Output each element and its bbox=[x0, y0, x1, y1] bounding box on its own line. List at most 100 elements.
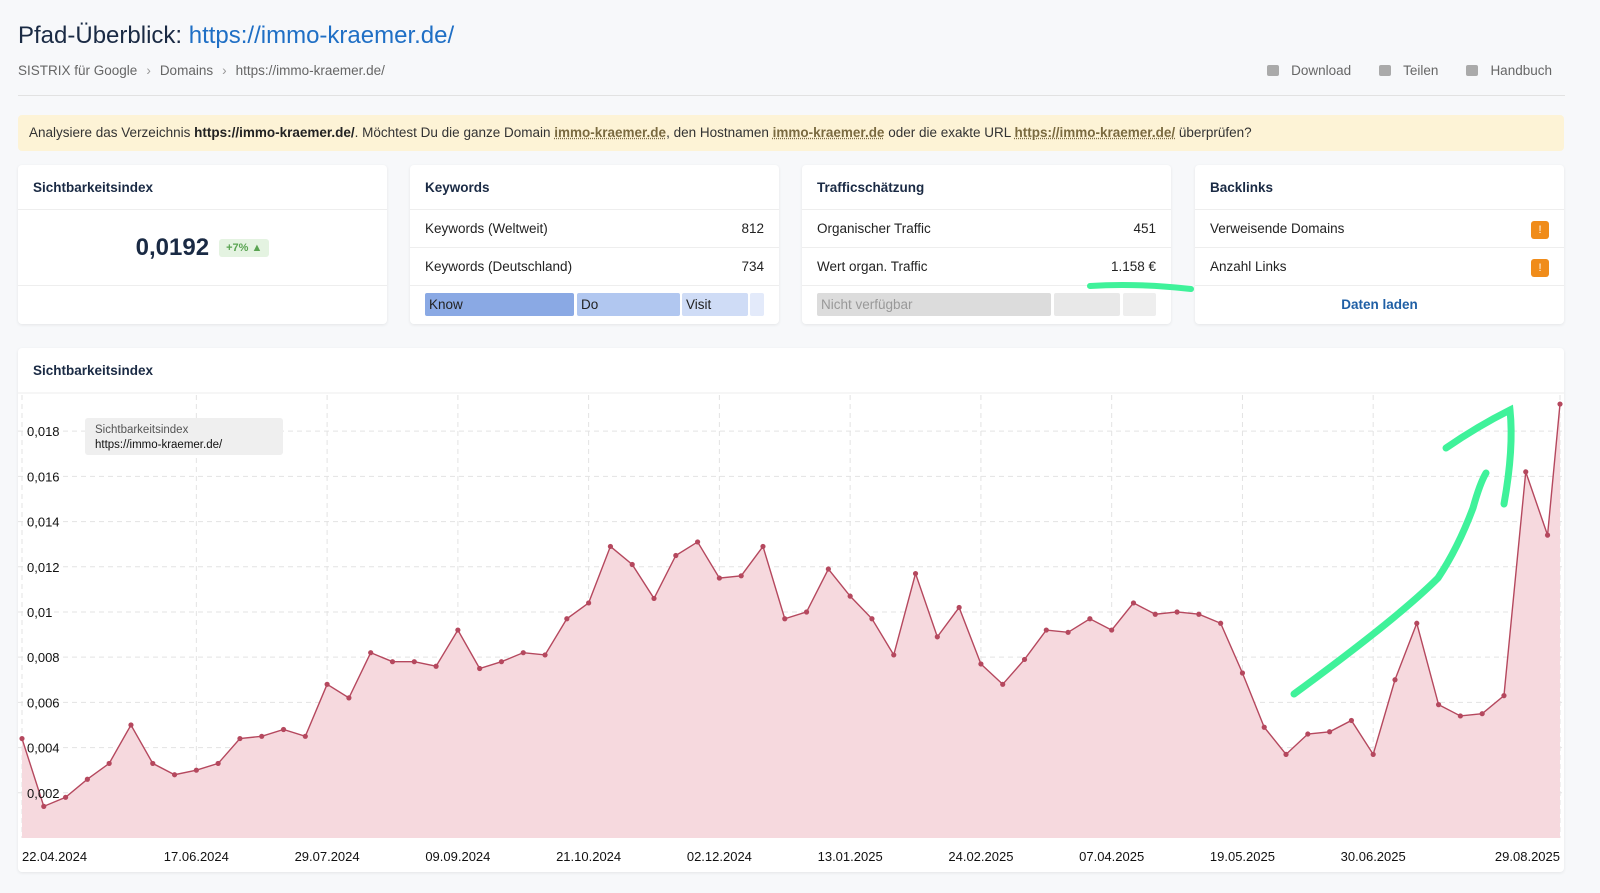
intent-visit: Visit bbox=[682, 293, 748, 316]
x-tick-label: 13.01.2025 bbox=[818, 849, 883, 864]
keywords-card: Keywords Keywords (Weltweit) 812 Keywords… bbox=[410, 165, 779, 324]
y-tick-label: 0,006 bbox=[27, 695, 60, 710]
x-tick-label: 21.10.2024 bbox=[556, 849, 621, 864]
point bbox=[1305, 731, 1311, 737]
arrow-shaft bbox=[1290, 469, 1490, 698]
point bbox=[433, 663, 439, 669]
card-title: Sichtbarkeitsindex bbox=[18, 165, 387, 210]
point bbox=[869, 616, 875, 622]
point bbox=[1457, 713, 1463, 719]
y-tick-label: 0,016 bbox=[27, 469, 60, 484]
point bbox=[782, 616, 788, 622]
x-tick-label: 19.05.2025 bbox=[1210, 849, 1275, 864]
download[interactable]: Download bbox=[1267, 63, 1351, 78]
point bbox=[694, 539, 701, 545]
divider bbox=[18, 95, 1565, 96]
point bbox=[84, 776, 90, 782]
point bbox=[455, 627, 461, 633]
point bbox=[1261, 724, 1267, 730]
point bbox=[128, 722, 134, 728]
point bbox=[62, 794, 69, 800]
page-title: Pfad-Überblick: https://immo-kraemer.de/ bbox=[18, 22, 454, 50]
point bbox=[673, 552, 679, 559]
manual[interactable]: Handbuch bbox=[1466, 63, 1552, 78]
point bbox=[847, 593, 853, 599]
point bbox=[1196, 611, 1202, 617]
point bbox=[1174, 609, 1180, 615]
label: Keywords (Weltweit) bbox=[425, 221, 548, 236]
share[interactable]: Teilen bbox=[1379, 63, 1438, 78]
point bbox=[564, 616, 570, 622]
point bbox=[1435, 702, 1442, 708]
x-tick-label: 22.04.2024 bbox=[22, 849, 87, 864]
x-tick-label: 29.07.2024 bbox=[295, 849, 360, 864]
label: Anzahl Links bbox=[1210, 259, 1287, 274]
point bbox=[215, 760, 221, 767]
crumb[interactable]: https://immo-kraemer.de/ bbox=[235, 63, 385, 78]
visibility-card: Sichtbarkeitsindex 0,0192 +7% ▲ bbox=[18, 165, 387, 324]
point bbox=[1392, 677, 1398, 683]
text: überprüfen? bbox=[1175, 125, 1252, 140]
breadcrumbs: SISTRIX für Google › Domains › https://immo-… bbox=[18, 63, 385, 78]
y-tick-label: 0,01 bbox=[27, 605, 52, 620]
point bbox=[237, 735, 243, 742]
x-tick-label: 17.06.2024 bbox=[164, 849, 229, 864]
point bbox=[1087, 616, 1093, 622]
x-tick-label: 24.02.2025 bbox=[948, 849, 1013, 864]
point bbox=[607, 543, 614, 550]
point bbox=[1501, 693, 1507, 699]
label: Wert organ. Traffic bbox=[817, 259, 928, 274]
label: Keywords (Deutschland) bbox=[425, 259, 573, 274]
intent-know: Know bbox=[425, 293, 574, 316]
link[interactable]: immo-kraemer.de bbox=[772, 125, 885, 140]
y-tick-label: 0,002 bbox=[27, 786, 60, 801]
y-tick-label: 0,004 bbox=[27, 741, 60, 756]
point bbox=[1327, 729, 1333, 735]
load-button[interactable]: Daten laden bbox=[1341, 297, 1418, 312]
legend: Sichtbarkeitsindex https://immo-kraemer.d… bbox=[85, 418, 283, 455]
legend-name: Sichtbarkeitsindex bbox=[95, 424, 189, 436]
backlinks-card: Backlinks Verweisende Domains! Anzahl Li… bbox=[1195, 165, 1564, 324]
text: . Möchtest Du die ganze Domain bbox=[354, 125, 555, 140]
point bbox=[934, 634, 940, 640]
legend-box bbox=[85, 418, 283, 455]
point bbox=[19, 735, 25, 742]
chart-card: Sichtbarkeitsindex Sichtbarkeitsindex htt… bbox=[18, 348, 1564, 872]
y-tick-label: 0,012 bbox=[27, 560, 60, 575]
point bbox=[1370, 751, 1376, 757]
point bbox=[738, 573, 744, 579]
x-tick-label: 07.04.2025 bbox=[1079, 849, 1144, 864]
point bbox=[1544, 532, 1551, 538]
arrow-head bbox=[1442, 404, 1515, 508]
point bbox=[171, 772, 178, 778]
card-title: Backlinks bbox=[1195, 165, 1564, 210]
status-seg bbox=[1054, 293, 1120, 316]
point bbox=[193, 767, 199, 773]
crumb[interactable]: SISTRIX für Google bbox=[18, 63, 138, 78]
chart: Sichtbarkeitsindex Sichtbarkeitsindex htt… bbox=[18, 363, 1564, 864]
point bbox=[760, 543, 766, 550]
intent-other bbox=[750, 293, 764, 316]
link[interactable]: https://immo-kraemer.de/ bbox=[1014, 125, 1176, 140]
value: 0,0192 bbox=[135, 234, 210, 261]
title-url[interactable]: https://immo-kraemer.de/ bbox=[188, 22, 455, 49]
point bbox=[716, 575, 722, 581]
point bbox=[477, 665, 483, 672]
link[interactable]: immo-kraemer.de bbox=[554, 125, 667, 140]
actions: Download Teilen Handbuch bbox=[1267, 63, 1552, 78]
text: https://immo-kraemer.de/ bbox=[194, 125, 355, 140]
annotation-arrow bbox=[1290, 404, 1515, 698]
point bbox=[542, 652, 548, 658]
point bbox=[150, 760, 156, 767]
point bbox=[1348, 717, 1355, 724]
card-title: Trafficschätzung bbox=[802, 165, 1171, 210]
value: 451 bbox=[1133, 221, 1156, 236]
traffic-card: Trafficschätzung Organischer Traffic 451 … bbox=[802, 165, 1194, 324]
status: Nicht verfügbar bbox=[817, 293, 1051, 316]
crumb[interactable]: Domains bbox=[159, 63, 214, 78]
highlight-stroke bbox=[1087, 282, 1194, 292]
point bbox=[106, 760, 112, 767]
label: Organischer Traffic bbox=[817, 221, 931, 236]
point bbox=[1065, 629, 1071, 635]
